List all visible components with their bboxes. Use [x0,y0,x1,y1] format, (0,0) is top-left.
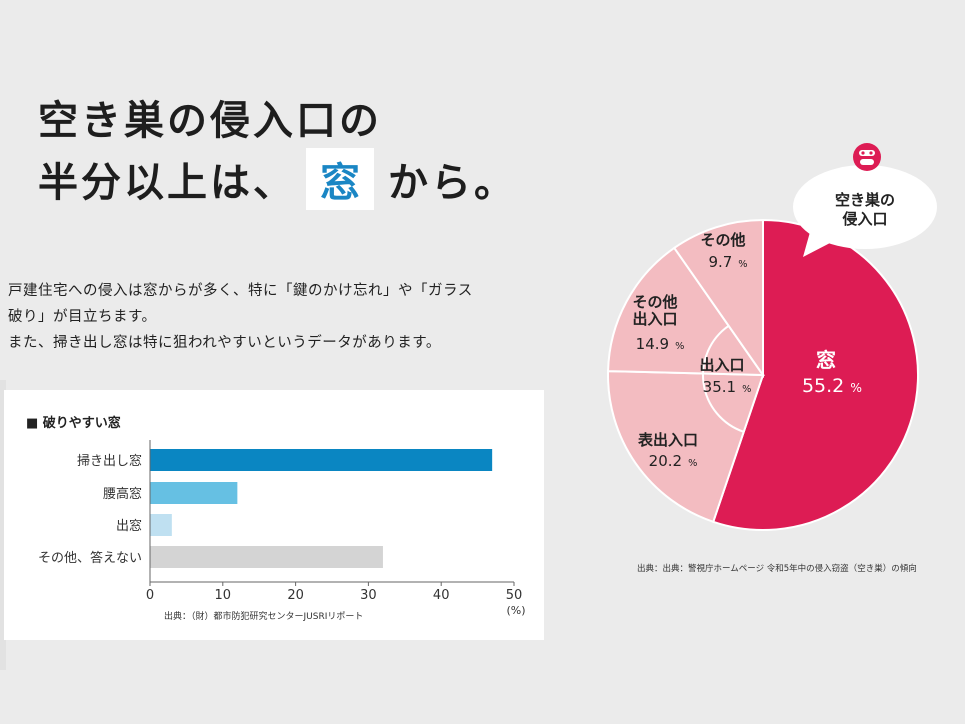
bar [150,546,383,568]
category-label: 出窓 [116,518,142,534]
x-tick-label: 50 [506,588,523,603]
category-label: 掃き出し窓 [77,453,142,469]
x-tick-label: 30 [360,588,377,603]
x-tick-label: 10 [215,588,232,603]
intro-line-2: 破り」が目立ちます。 [8,309,157,325]
thief-mask-icon [853,143,881,171]
callout-bubble [793,165,937,249]
pie-slice [607,246,765,377]
bar [150,482,238,504]
x-tick-label: 40 [433,588,450,603]
pie-label-other-entrance: その他 [632,293,677,311]
bar [150,514,172,536]
pie-label-inner-entrance: 出入口 [699,356,744,374]
left-edge-strip [0,380,6,670]
headline-post: から。 [388,160,517,206]
thief-mask-icon-mouth [860,159,874,165]
thief-mask-icon-eye [861,151,865,155]
callout-text: 侵入口 [841,210,887,228]
category-label: 腰高窓 [103,486,142,502]
pie-label-other-entrance: 出入口 [632,310,677,328]
pie-chart-source: 出典：出典：警視庁ホームページ 令和5年中の侵入窃盗（空き巣）の傾向 [637,564,917,574]
x-tick-label: 0 [146,588,154,603]
pie-value-other-entrance: 14.9% [636,335,685,353]
callout-text: 空き巣の [835,191,895,209]
bar-chart-panel: ■ 破りやすい窓掃き出し窓腰高窓出窓その他、答えない 0 10 20 30 40 50 (%)… [4,390,544,640]
bar-chart-title: ■ 破りやすい窓 [26,415,121,431]
pie-value-other: 9.7% [708,253,747,271]
pie-value-front-entrance: 20.2% [649,452,698,470]
headline-pre: 半分以上は、 [38,160,296,206]
pie-label-window: 窓 [816,348,836,372]
pie-value-inner-entrance: 35.1% [703,378,752,396]
pie-inner-ring [701,324,745,433]
pie-value-window: 55.2% [802,375,862,397]
pie-slice [672,218,764,379]
pie-label-front-entrance: 表出入口 [638,431,698,449]
x-axis-unit: (%) [506,604,525,617]
pie-label-other: その他 [700,231,745,249]
bar-chart-source: 出典：（財）都市防犯研究センターJUSRIリポート [164,610,363,622]
intro-line-1: 戸建住宅への侵入は窓からが多く、特に「鍵のかけ忘れ」や「ガラス [8,283,473,299]
x-tick-label: 20 [287,588,304,603]
pie-slice [607,370,765,524]
headline-line-2: 半分以上は、窓から。 [38,148,517,210]
intro-line-3: また、掃き出し窓は特に狙われやすいというデータがあります。 [8,335,441,351]
category-label: その他、答えない [38,550,142,566]
callout-tail [803,232,830,257]
bar [150,449,493,471]
thief-mask-icon-eye [869,151,873,155]
intro-text: 戸建住宅への侵入は窓からが多く、特に「鍵のかけ忘れ」や「ガラス 破り」が目立ちま… [8,278,548,356]
headline-line-1: 空き巣の侵入口の [38,98,382,144]
headline-highlight: 窓 [306,148,374,210]
